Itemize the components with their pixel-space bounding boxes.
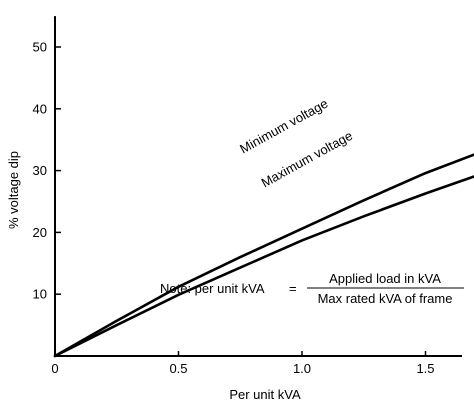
x-tick-label: 1.5 [416, 361, 434, 376]
axes [54, 16, 462, 357]
note-equals: = [289, 281, 297, 296]
y-tick-label: 30 [33, 163, 47, 178]
y-axis-title: % voltage dip [6, 151, 21, 229]
note-denominator: Max rated kVA of frame [318, 291, 453, 306]
y-tick-label: 10 [33, 287, 47, 302]
y-tick-label: 40 [33, 101, 47, 116]
ticks: 00.51.01.52.02.53.01020304050 [33, 40, 435, 377]
x-tick-label: 0 [51, 361, 58, 376]
note-annotation: Note: per unit kVA = Applied load in kVA… [160, 271, 464, 306]
x-tick-label: 1.0 [293, 361, 311, 376]
series-line-minimum-voltage [53, 153, 474, 358]
x-axis-title: Per unit kVA [229, 387, 301, 402]
note-numerator: Applied load in kVA [329, 271, 441, 286]
series-line-maximum-voltage [53, 175, 474, 358]
y-tick-label: 20 [33, 225, 47, 240]
x-tick-label: 0.5 [169, 361, 187, 376]
note-prefix: Note: per unit kVA [160, 281, 265, 296]
y-tick-label: 50 [33, 40, 47, 55]
series [53, 153, 474, 358]
